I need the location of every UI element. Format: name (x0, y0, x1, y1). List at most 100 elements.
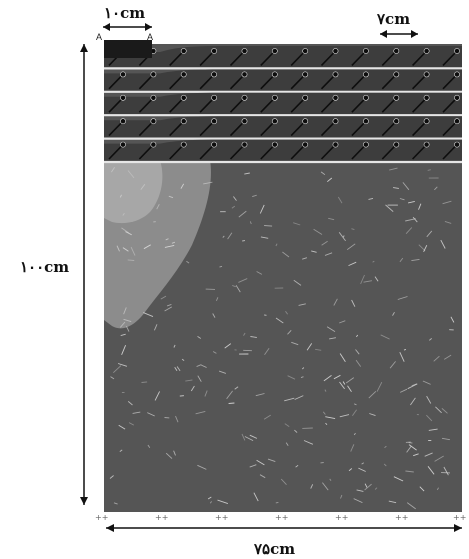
reinforced-layer (104, 116, 462, 140)
soil-speckle (443, 354, 452, 360)
arrow-right-icon (454, 524, 462, 532)
soil-speckle (351, 299, 356, 307)
soil-speckle (224, 343, 232, 349)
soil-nail (412, 141, 430, 160)
soil-speckle (160, 295, 167, 300)
soil-speckle (282, 251, 290, 258)
soil-speckle (233, 196, 237, 201)
soil-speckle (252, 194, 257, 198)
soil-nail (260, 94, 278, 113)
soil-speckle (384, 445, 387, 449)
soil-speckle (338, 232, 346, 242)
soil-speckle (127, 170, 135, 179)
footing-width-label: ۱۰cm (104, 4, 145, 22)
soil-nail (169, 48, 187, 66)
corner-label-right: A (147, 32, 153, 42)
soil-speckle (302, 367, 305, 370)
soil-speckle (329, 478, 332, 481)
soil-speckle (212, 351, 217, 354)
soil-speckle (123, 307, 127, 315)
soil-speckle (264, 225, 273, 227)
soil-speckle (227, 232, 233, 240)
soil-nail (442, 71, 460, 90)
soil-nail (108, 118, 126, 137)
soil-speckle (405, 470, 414, 473)
soil-speckle (123, 318, 132, 323)
soil-nail (138, 94, 157, 113)
soil-speckle (351, 228, 355, 231)
soil-speckle (363, 280, 372, 283)
soil-speckle (173, 344, 176, 348)
soil-speckle (249, 221, 252, 225)
soil-nail (169, 141, 187, 160)
soil-speckle (219, 265, 223, 268)
soil-speckle (342, 381, 346, 385)
reinforcement-layers (104, 46, 462, 164)
soil-nail (290, 94, 309, 113)
soil-speckle (275, 317, 284, 324)
soil-speckle (355, 349, 360, 355)
soil-speckle (368, 197, 374, 200)
soil-speckle (215, 297, 219, 301)
soil-speckle (444, 220, 452, 224)
soil-nail (351, 118, 369, 137)
soil-speckle (180, 183, 185, 189)
soil-speckle (407, 383, 418, 390)
layer-band (104, 69, 462, 91)
soil-speckle (408, 200, 415, 204)
soil-nail (138, 71, 157, 90)
soil-speckle (156, 203, 160, 210)
soil-nail (199, 118, 217, 137)
soil-nail (351, 141, 369, 160)
arrow-down-icon (80, 497, 88, 505)
soil-speckle (397, 296, 408, 300)
soil-speckle (428, 428, 438, 431)
model-width-dimension: ۷۵cm (106, 524, 462, 558)
soil-speckle (389, 167, 398, 171)
soil-speckle (171, 241, 176, 244)
soil-speckle (175, 415, 179, 423)
base-tick: ++ (275, 513, 288, 522)
soil-nail (229, 48, 248, 66)
soil-speckle (361, 462, 365, 465)
corner-label-left: A (96, 32, 102, 42)
soil-texture (109, 167, 455, 510)
soil-speckle (324, 389, 327, 392)
soil-speckle (164, 306, 173, 312)
soil-speckle (238, 278, 248, 283)
base-tick: ++ (335, 513, 348, 522)
soil-speckle (174, 367, 178, 371)
soil-speckle (122, 213, 125, 216)
soil-speckle (154, 391, 161, 401)
soil-speckle (112, 365, 122, 374)
soil-nail (381, 141, 400, 160)
soil-speckle (368, 390, 377, 399)
footing-width-dimension: ۱۰cm (103, 4, 152, 31)
arrow-left-icon (106, 524, 114, 532)
soil-nail (199, 141, 217, 160)
soil-speckle (127, 401, 133, 406)
soil-nail (199, 94, 217, 113)
soil-speckle (325, 416, 336, 420)
soil-nail (229, 118, 248, 137)
soil-speckle (321, 240, 328, 246)
soil-speckle (313, 228, 323, 235)
soil-speckle (422, 380, 431, 385)
soil-speckle (285, 310, 288, 315)
soil-speckle (253, 492, 259, 502)
soil-speckle (228, 402, 235, 404)
soil-speckle (392, 311, 395, 316)
soil-speckle (364, 483, 368, 488)
soil-speckle (358, 467, 366, 472)
soil-speckle (203, 181, 213, 185)
soil-speckle (328, 217, 335, 221)
soil-speckle (173, 450, 176, 456)
soil-speckle (311, 250, 317, 253)
soil-speckle (322, 482, 329, 491)
soil-speckle (125, 231, 132, 236)
soil-nail (412, 71, 430, 90)
soil-speckle (406, 446, 412, 453)
soil-speckle (354, 403, 357, 406)
soil-nail (351, 48, 369, 66)
soil-speckle (329, 337, 336, 340)
